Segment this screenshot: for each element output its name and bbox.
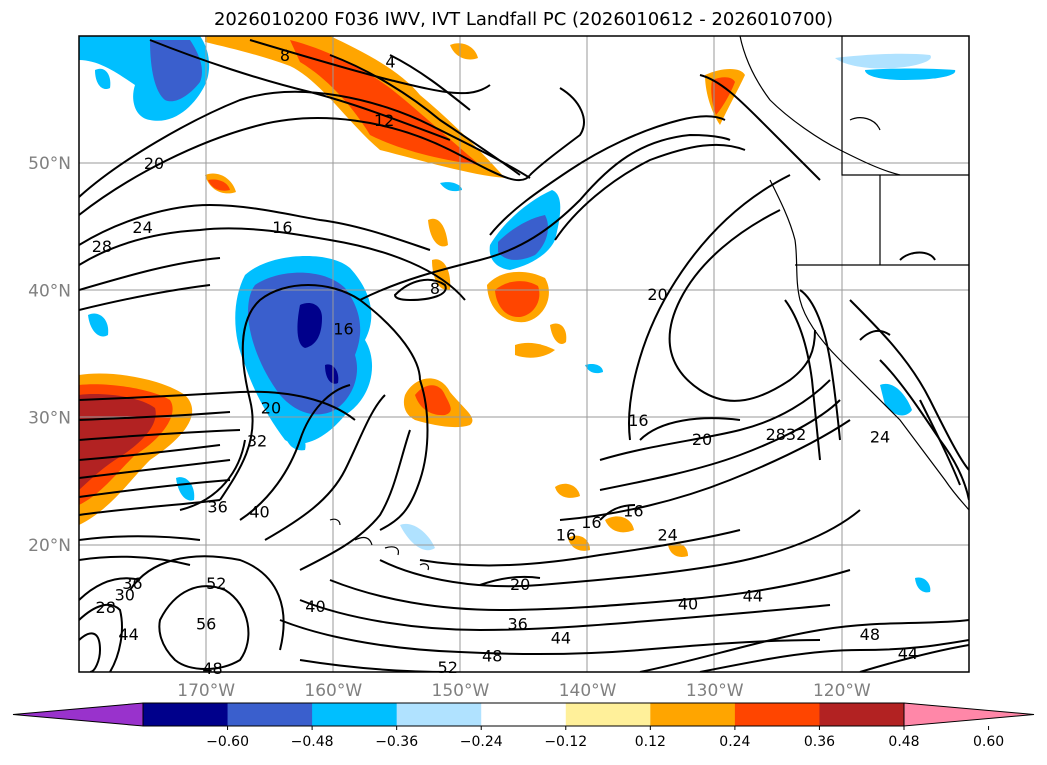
map-area <box>79 36 969 672</box>
colorbar-segment <box>481 703 567 726</box>
colorbar-tick-label: 0.12 <box>635 734 666 750</box>
colorbar-segment <box>143 703 229 726</box>
contour-label: 24 <box>657 526 677 545</box>
contour-label: 20 <box>510 575 530 594</box>
contour-label: 48 <box>202 659 222 678</box>
contour-label: 28 <box>92 237 112 256</box>
contour-label: 48 <box>860 625 880 644</box>
contour-label: 52 <box>206 574 226 593</box>
colorbar-segment <box>227 703 313 726</box>
colorbar-tick-label: 0.48 <box>888 734 919 750</box>
iwv-contours <box>79 39 969 672</box>
contour-label: 32 <box>247 431 267 450</box>
contour-label: 56 <box>196 615 216 634</box>
colorbar-tick-label: −0.12 <box>544 734 587 750</box>
contour-label: 48 <box>482 646 502 665</box>
contour-label: 44 <box>118 625 138 644</box>
contour-label: 16 <box>628 411 648 430</box>
contour-label: 40 <box>678 594 698 613</box>
contour-label: 16 <box>333 320 353 339</box>
lat-tick-label: 50°N <box>28 154 71 174</box>
contour-label: 12 <box>374 111 394 130</box>
contour-label: 20 <box>647 285 667 304</box>
colorbar-segment <box>396 703 482 726</box>
colorbar-segment <box>312 703 398 726</box>
contour-label: 4 <box>385 52 395 71</box>
contour-label: 52 <box>438 658 458 677</box>
contour-label: 16 <box>556 526 576 545</box>
contour-label: 16 <box>272 218 292 237</box>
contour-label: 30 <box>115 585 135 604</box>
contour-label: 44 <box>898 644 918 663</box>
colorbar-tick-label: −0.60 <box>206 734 249 750</box>
colorbar-extend-low <box>12 702 144 727</box>
contour-label: 20 <box>261 398 281 417</box>
lat-tick-labels: 50°N 40°N 30°N 20°N <box>28 154 71 556</box>
contour-label: 36 <box>507 615 527 634</box>
contour-label: 16 <box>581 513 601 532</box>
colorbar-tick-label: −0.48 <box>291 734 334 750</box>
gridlines <box>79 36 969 672</box>
lon-tick-label: 170°W <box>177 681 235 701</box>
contour-label: 40 <box>305 597 325 616</box>
contour-label: 32 <box>786 425 806 444</box>
contour-label: 28 <box>96 598 116 617</box>
contour-label: 8 <box>280 46 290 65</box>
colorbar-tick-label: 0.36 <box>804 734 835 750</box>
contour-label: 16 <box>623 501 643 520</box>
lat-tick-label: 30°N <box>28 409 71 429</box>
contour-label: 20 <box>144 154 164 173</box>
lon-tick-label: 140°W <box>559 681 617 701</box>
lon-tick-label: 160°W <box>304 681 362 701</box>
colorbar-tick-label: −0.24 <box>460 734 503 750</box>
colorbar-extend-high <box>903 702 1035 727</box>
colorbar: −0.60 −0.48 −0.36 −0.24 −0.12 0.12 0.24 0.36 0.4… <box>12 702 1035 750</box>
contour-label: 8 <box>430 279 440 298</box>
colorbar-segment <box>734 703 820 726</box>
colorbar-tick-label: −0.36 <box>375 734 418 750</box>
colorbar-segment <box>565 703 651 726</box>
coastlines <box>329 36 969 571</box>
lon-tick-label: 120°W <box>813 681 871 701</box>
contour-label: 44 <box>551 629 571 648</box>
contour-label: 44 <box>743 587 763 606</box>
colorbar-segment <box>819 703 905 726</box>
colorbar-tick-label: 0.60 <box>973 734 1004 750</box>
contour-label: 28 <box>766 425 786 444</box>
lat-tick-label: 20°N <box>28 536 71 556</box>
contour-label: 36 <box>122 574 142 593</box>
lon-tick-label: 130°W <box>686 681 744 701</box>
lat-tick-label: 40°N <box>28 281 71 301</box>
contour-label: 40 <box>249 503 269 522</box>
contour-label: 24 <box>870 428 890 447</box>
contour-label: 20 <box>692 430 712 449</box>
map-frame <box>78 35 970 673</box>
contour-label: 36 <box>207 498 227 517</box>
lon-tick-labels: 170°W 160°W 150°W 140°W 130°W 120°W <box>177 681 871 701</box>
lon-tick-label: 150°W <box>432 681 490 701</box>
contour-label: 24 <box>132 218 152 237</box>
map-title: 2026010200 F036 IWV, IVT Landfall PC (20… <box>213 9 834 30</box>
colorbar-segment <box>650 703 736 726</box>
colorbar-tick-label: 0.24 <box>719 734 750 750</box>
